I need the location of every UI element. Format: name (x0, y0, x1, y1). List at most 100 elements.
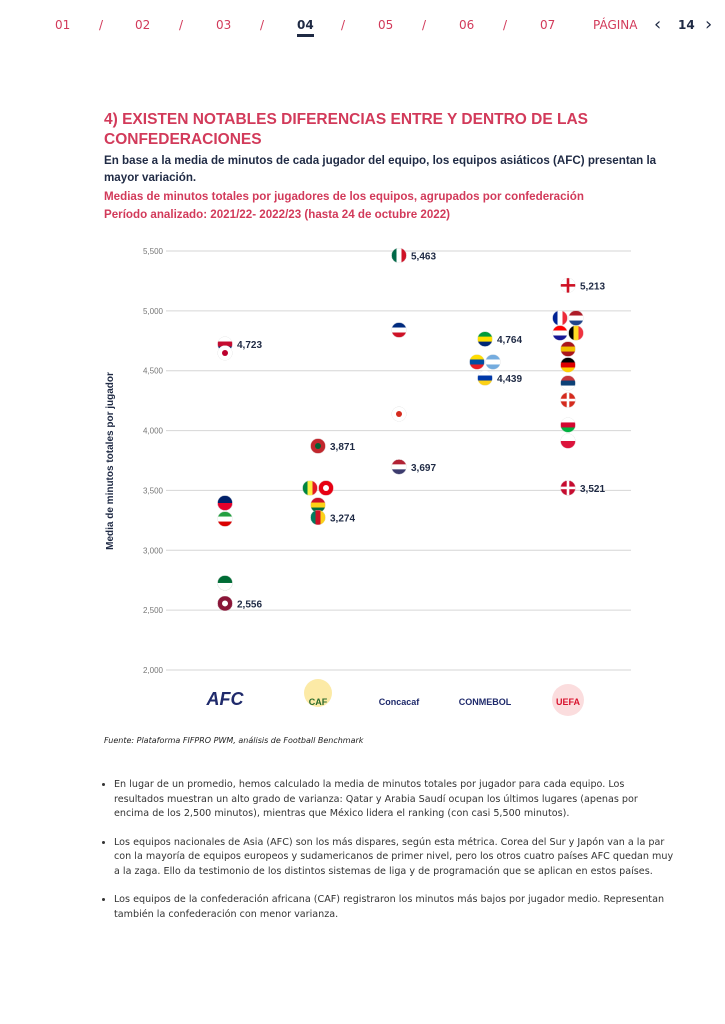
stripe (477, 336, 493, 343)
stripe (310, 502, 326, 509)
intro-text: En base a la media de minutos de cada ju… (104, 154, 657, 184)
flag-body (217, 511, 233, 527)
y-tick-label: 5,500 (143, 247, 164, 256)
flag-body (552, 310, 568, 326)
flag-body (217, 495, 233, 511)
logo-uefa: UEFA (556, 697, 581, 707)
caf-badge (304, 679, 332, 707)
cross-v (566, 480, 570, 496)
flag-canada-icon (391, 406, 407, 422)
flag-body (568, 325, 584, 341)
stripe (391, 464, 407, 470)
nav-item-03[interactable]: 03 (216, 18, 232, 32)
stripe (391, 469, 407, 475)
y-tick-label: 5,000 (143, 307, 164, 316)
next-page-icon[interactable]: › (705, 14, 713, 35)
stripe (485, 354, 501, 360)
nav-item-01[interactable]: 01 (55, 18, 71, 32)
stripe (396, 247, 402, 263)
flag-australia-icon (217, 495, 233, 511)
nav-item-02[interactable]: 02 (135, 18, 151, 32)
emblem (323, 485, 329, 492)
flag-morocco-icon (310, 438, 326, 454)
stripe (391, 332, 407, 338)
stripe (568, 315, 584, 322)
stripe (568, 325, 574, 341)
flag-serbia-icon (560, 375, 576, 391)
flag-senegal-icon (302, 480, 318, 496)
chart-subtitle: Medias de minutos totales por jugadores … (104, 190, 584, 203)
flag-body (568, 310, 584, 326)
stripe (578, 325, 584, 341)
bullet-item: En lugar de un promedio, hemos calculado… (114, 778, 674, 822)
flag-body (302, 480, 318, 496)
flag-belgium-icon (568, 325, 584, 341)
flag-body (477, 370, 493, 386)
y-tick-label: 2,000 (143, 666, 164, 675)
nav-separator: / (503, 18, 508, 32)
logo-afc: AFC (206, 689, 245, 709)
flag-mexico-icon (391, 247, 407, 263)
period-text: Período analizado: 2021/22- 2022/23 (has… (104, 208, 451, 221)
nav-item-04[interactable]: 04 (297, 18, 314, 37)
data-label: 3,697 (411, 463, 436, 474)
stripe (477, 331, 493, 338)
stripe (560, 367, 576, 373)
nav-separator: / (99, 18, 104, 32)
flag-body (310, 509, 326, 525)
flag-body (560, 392, 576, 408)
stripe (477, 375, 493, 382)
flag-body (560, 480, 576, 496)
flag-england-icon (560, 277, 576, 293)
emblem (315, 443, 321, 450)
stripe (485, 364, 501, 370)
stripe (310, 509, 316, 525)
stripe (485, 359, 501, 365)
flag-brazil-icon (477, 331, 493, 347)
nav-item-05[interactable]: 05 (378, 18, 394, 32)
flag-france-icon (552, 310, 568, 326)
flag-body (391, 322, 407, 338)
flag-body (477, 331, 493, 347)
stripe (477, 341, 493, 347)
stripe (562, 310, 568, 326)
flag-netherlands-icon (568, 310, 584, 326)
stripe (401, 247, 407, 263)
data-label: 3,274 (330, 513, 355, 524)
data-label: 4,723 (237, 340, 262, 351)
data-label: 5,213 (580, 281, 605, 292)
source-note: Fuente: Plataforma FIFPRO PWM, análisis … (104, 736, 364, 745)
flag-body (560, 375, 576, 391)
stripe (560, 440, 576, 449)
flag-body (560, 417, 576, 433)
flag-body (560, 433, 576, 449)
flag-germany-icon (560, 357, 576, 373)
stripe (568, 310, 584, 317)
stripe (391, 247, 397, 263)
logo-caf: CAF (309, 697, 328, 707)
flag-body (391, 247, 407, 263)
prev-page-icon[interactable]: ‹ (654, 14, 662, 35)
stripe (217, 511, 233, 518)
nav-item-07[interactable]: 07 (540, 18, 556, 32)
cross-v (566, 392, 570, 408)
nav-item-06[interactable]: 06 (459, 18, 475, 32)
stripe (469, 364, 485, 370)
stripe (217, 341, 233, 348)
bullet-item: Los equipos nacionales de Asia (AFC) son… (114, 836, 674, 880)
stripe (552, 310, 558, 326)
cross-v (566, 277, 570, 293)
flag-body (318, 480, 334, 496)
flag-wales-icon (560, 417, 576, 433)
stripe (552, 330, 568, 337)
data-label: 5,463 (411, 251, 436, 262)
stripe (560, 417, 576, 423)
flag-body (217, 575, 233, 591)
stripe (560, 385, 576, 391)
y-tick-label: 3,500 (143, 486, 164, 495)
flag-argentina-icon (485, 354, 501, 370)
flag-body (217, 345, 233, 361)
stripe (560, 346, 576, 353)
stripe (469, 354, 485, 360)
flag-uruguay-icon (477, 370, 493, 386)
